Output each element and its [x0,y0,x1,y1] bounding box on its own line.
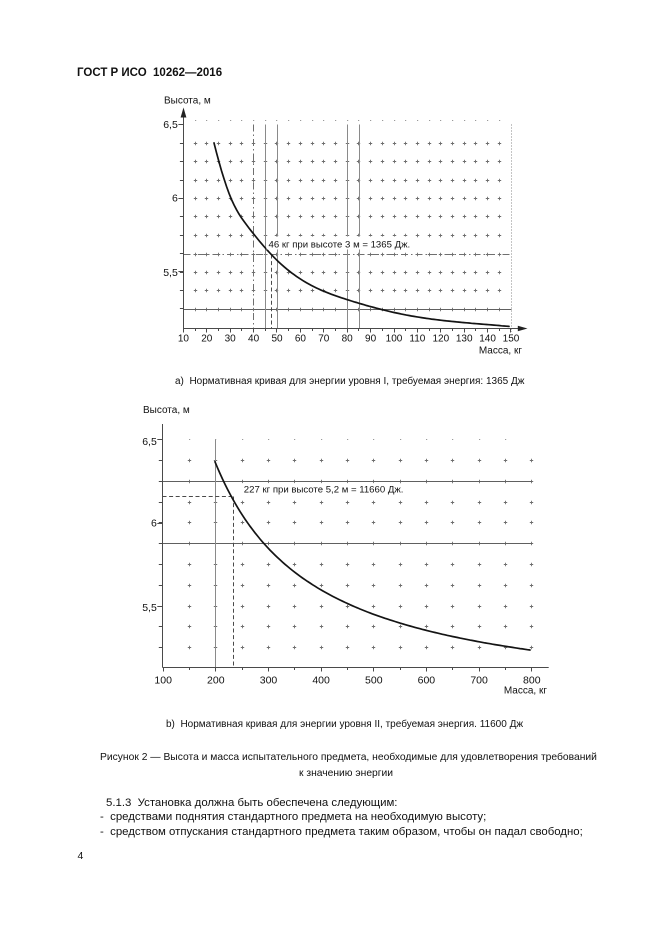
svg-text:110: 110 [409,334,425,345]
svg-text:Высота, м: Высота, м [143,405,190,416]
svg-text:Масса, кг: Масса, кг [504,686,547,697]
svg-text:90: 90 [365,334,377,345]
svg-text:227 кг при высоте 5,2 м = 1166: 227 кг при высоте 5,2 м = 11660 Дж. [244,484,404,495]
svg-text:6,5: 6,5 [163,119,178,131]
svg-text:6: 6 [151,518,157,530]
svg-text:130: 130 [456,334,473,345]
svg-text:200: 200 [207,675,225,687]
svg-text:70: 70 [318,334,330,345]
svg-text:500: 500 [365,675,383,687]
svg-text:10: 10 [178,334,190,345]
svg-text:6,5: 6,5 [142,436,157,448]
svg-text:100: 100 [154,675,172,687]
svg-text:140: 140 [479,334,496,345]
svg-text:50: 50 [271,334,283,345]
svg-text:40: 40 [248,334,260,345]
svg-text:700: 700 [470,675,488,687]
svg-text:Высота, м: Высота, м [164,96,211,107]
svg-text:5,5: 5,5 [163,267,178,279]
svg-text:100: 100 [386,334,403,345]
svg-text:Масса, кг: Масса, кг [479,346,522,357]
svg-text:600: 600 [418,675,436,687]
svg-text:30: 30 [225,334,237,345]
svg-text:46 кг при высоте 3 м = 1365 Дж: 46 кг при высоте 3 м = 1365 Дж. [269,239,411,250]
svg-text:800: 800 [523,675,541,687]
svg-text:80: 80 [342,334,354,345]
svg-text:400: 400 [312,675,330,687]
svg-text:150: 150 [503,334,520,345]
svg-text:120: 120 [432,334,449,345]
svg-text:6: 6 [172,193,178,205]
svg-text:20: 20 [201,334,213,345]
svg-text:300: 300 [260,675,278,687]
svg-text:60: 60 [295,334,307,345]
svg-text:5,5: 5,5 [142,602,157,614]
